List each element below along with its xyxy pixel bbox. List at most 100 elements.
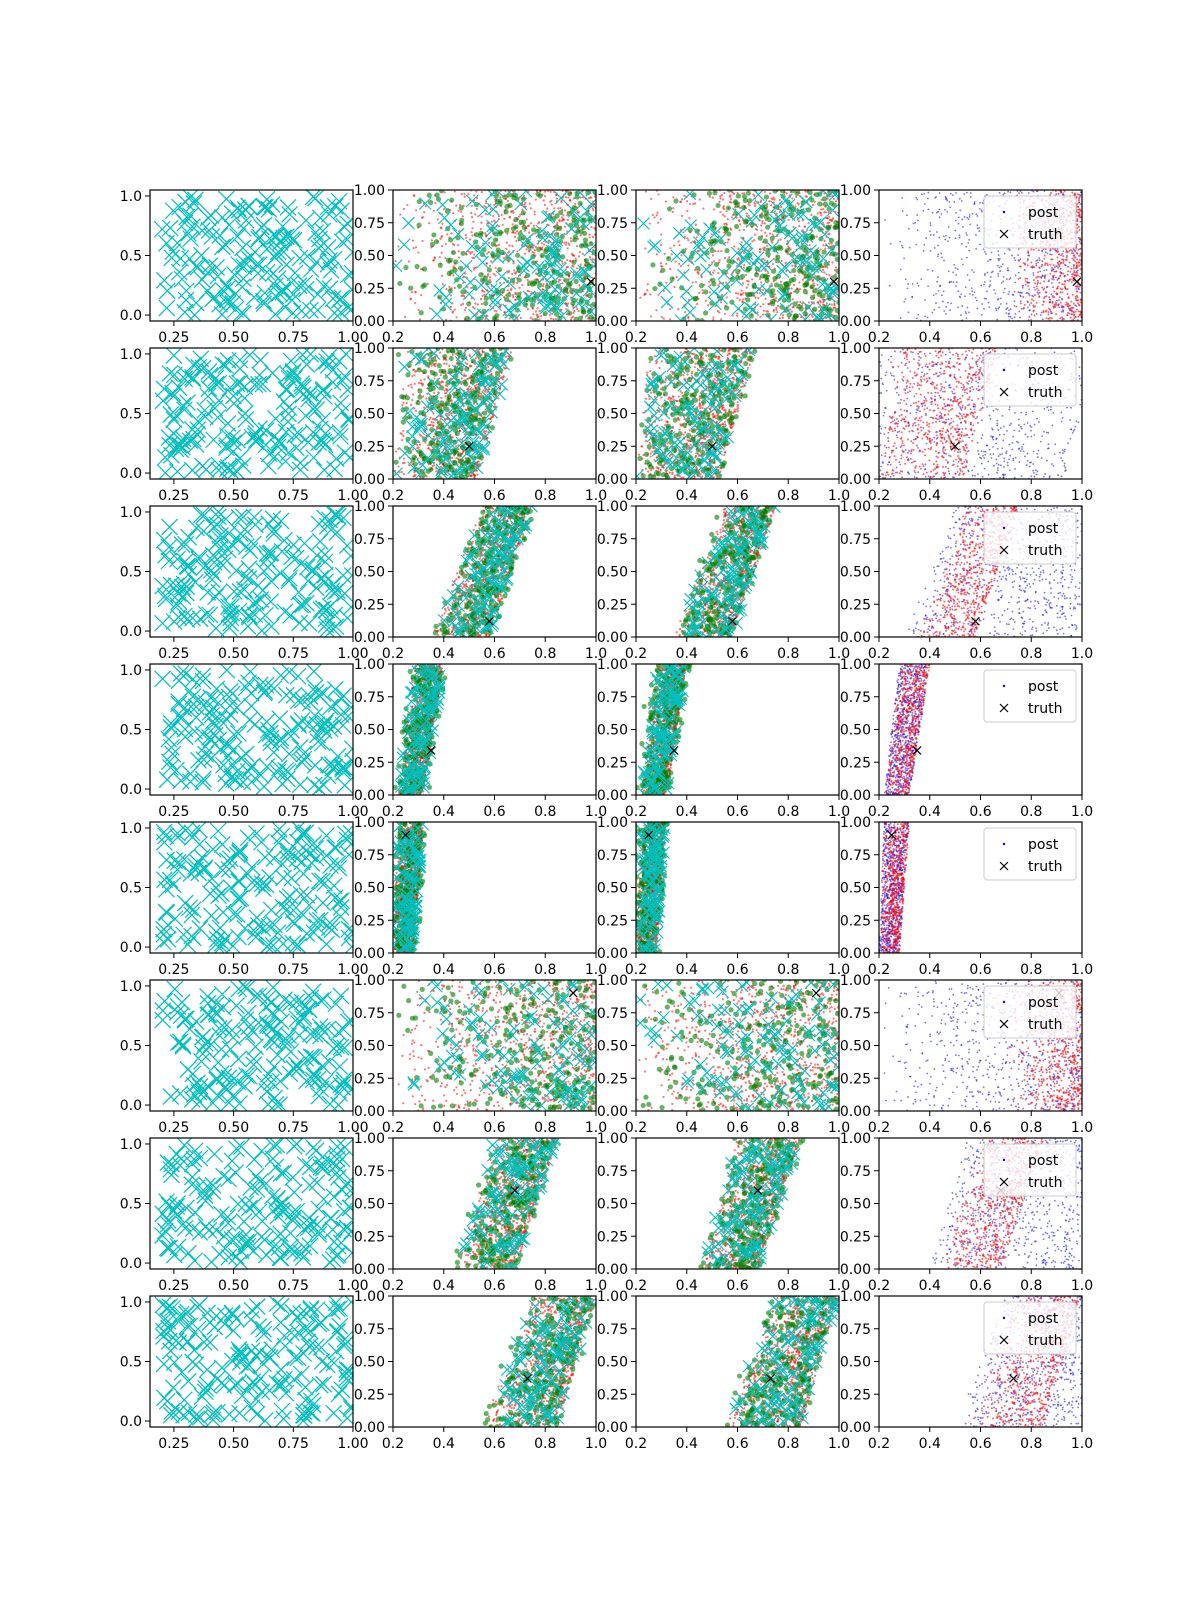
red-point — [577, 211, 581, 214]
red-point — [591, 235, 595, 239]
red-point — [801, 278, 805, 281]
red-point — [449, 305, 452, 308]
red-point — [790, 287, 793, 290]
red-point — [791, 264, 794, 267]
sample-x-mark — [582, 283, 596, 297]
post-point — [1000, 282, 1003, 284]
post-point — [965, 312, 968, 315]
red-point — [542, 199, 545, 202]
green-point — [421, 282, 428, 288]
red-point — [762, 303, 765, 306]
sample-x-mark — [300, 385, 318, 402]
red-point — [821, 221, 824, 224]
green-point — [431, 232, 437, 238]
post-point — [1037, 292, 1040, 295]
red-point — [470, 231, 473, 234]
post-point — [954, 219, 957, 222]
red-point — [659, 218, 662, 221]
red-point — [1054, 305, 1057, 308]
post-point — [1060, 306, 1063, 309]
sample-x-mark — [250, 375, 267, 393]
red-point — [770, 282, 773, 285]
red-point — [451, 310, 455, 313]
red-point — [420, 293, 423, 297]
red-point — [1078, 261, 1081, 264]
sample-x-mark — [164, 387, 182, 405]
post-point — [988, 285, 991, 288]
red-point — [538, 309, 541, 313]
post-point — [971, 212, 974, 215]
post-point — [997, 307, 1000, 310]
red-point — [831, 217, 835, 220]
post-point — [938, 236, 941, 239]
post-point — [928, 230, 931, 233]
red-point — [712, 318, 715, 321]
red-point — [572, 305, 575, 308]
post-point — [955, 211, 957, 214]
red-point — [1040, 276, 1043, 279]
green-point — [577, 288, 583, 294]
red-point — [556, 221, 559, 224]
sample-x-mark — [225, 395, 243, 413]
post-point — [993, 289, 996, 291]
post-point — [1009, 308, 1012, 311]
post-point — [973, 203, 976, 206]
red-point — [1030, 261, 1033, 264]
post-point — [1008, 312, 1011, 315]
red-point — [1038, 259, 1041, 262]
red-point — [828, 274, 831, 277]
red-point — [1023, 303, 1026, 306]
red-point — [569, 237, 572, 240]
red-point — [768, 232, 772, 235]
green-point — [688, 254, 694, 260]
post-point — [980, 284, 983, 287]
red-point — [402, 207, 405, 211]
post-point — [1014, 312, 1017, 315]
post-point — [969, 195, 972, 198]
red-point — [420, 216, 424, 219]
green-point — [529, 302, 536, 308]
sample-x-mark — [182, 207, 199, 225]
red-point — [463, 308, 466, 312]
red-point — [468, 355, 472, 358]
post-point — [1013, 316, 1016, 318]
sample-x-mark — [291, 454, 309, 472]
red-point — [646, 289, 649, 292]
red-point — [714, 250, 717, 253]
red-point — [1059, 274, 1062, 277]
red-point — [764, 231, 767, 234]
post-point — [1055, 276, 1057, 279]
sample-x-mark — [393, 259, 403, 273]
red-point — [540, 242, 544, 245]
red-point — [1058, 281, 1061, 284]
red-point — [1059, 317, 1062, 320]
red-point — [713, 260, 716, 263]
sample-x-mark — [339, 381, 353, 399]
post-point — [958, 236, 961, 239]
red-point — [1076, 227, 1079, 230]
sample-x-mark — [231, 374, 249, 392]
post-point — [983, 308, 985, 310]
red-point — [402, 435, 405, 438]
red-point — [1028, 316, 1031, 319]
post-point — [1058, 306, 1061, 309]
post-point — [938, 216, 941, 219]
red-point — [486, 222, 489, 225]
red-point — [467, 193, 470, 196]
sample-x-mark — [637, 217, 650, 230]
post-point — [1040, 311, 1043, 314]
green-point — [416, 222, 422, 228]
post-point — [944, 195, 947, 198]
post-point — [1071, 250, 1074, 253]
post-point — [1057, 267, 1059, 269]
post-point — [951, 194, 954, 197]
red-point — [534, 198, 537, 201]
red-point — [1061, 291, 1064, 294]
post-point — [975, 247, 978, 250]
post-point — [912, 222, 915, 225]
green-point — [817, 201, 823, 207]
post-point — [964, 310, 967, 313]
red-point — [1075, 299, 1078, 302]
red-point — [639, 296, 642, 299]
